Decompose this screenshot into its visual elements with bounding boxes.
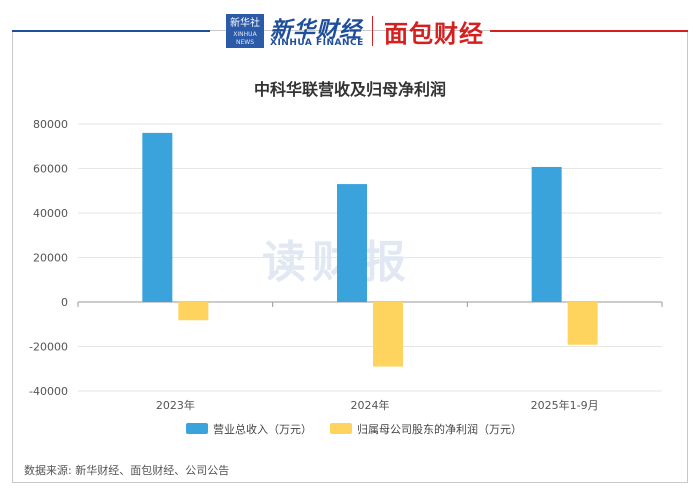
bar-profit bbox=[373, 302, 403, 367]
brand-english: XINHUA FINANCE bbox=[270, 38, 364, 48]
xinhua-logo: 新华社 XINHUA NEWS bbox=[226, 14, 264, 48]
partner-logo: 面包财经 bbox=[384, 20, 484, 48]
legend-swatch-profit bbox=[330, 423, 352, 434]
y-tick-label: 20000 bbox=[33, 252, 68, 265]
watermark: 读财报 bbox=[262, 226, 412, 290]
legend-swatch-revenue bbox=[186, 423, 208, 434]
x-category-label: 2024年 bbox=[351, 398, 390, 412]
x-category-label: 2023年 bbox=[156, 398, 195, 412]
y-tick-label: -20000 bbox=[29, 341, 68, 354]
y-tick-label: 0 bbox=[61, 296, 68, 309]
header-rule-red bbox=[490, 30, 688, 32]
y-tick-label: 80000 bbox=[33, 118, 68, 131]
bar-revenue bbox=[142, 132, 173, 302]
bar-profit bbox=[178, 302, 209, 321]
y-tick-label: 40000 bbox=[33, 207, 68, 220]
chart-title: 中科华联营收及归母净利润 bbox=[253, 80, 446, 99]
header-rule-blue bbox=[12, 30, 210, 32]
brand-header: 新华社 XINHUA NEWS 新华财经 XINHUA FINANCE 面包财经 bbox=[0, 6, 700, 50]
legend-label-revenue: 营业总收入（万元） bbox=[213, 422, 312, 436]
brand-name: 新华财经 bbox=[270, 17, 363, 43]
y-tick-label: 60000 bbox=[33, 163, 68, 176]
y-tick-label: -40000 bbox=[29, 385, 68, 398]
bar-revenue bbox=[337, 184, 367, 302]
x-category-label: 2025年1-9月 bbox=[531, 398, 599, 412]
bar-profit bbox=[567, 302, 598, 345]
data-source: 数据来源: 新华财经、面包财经、公司公告 bbox=[24, 464, 230, 477]
legend-label-profit: 归属母公司股东的净利润（万元） bbox=[357, 422, 522, 436]
xinhua-logo-text: 新华社 bbox=[230, 18, 260, 29]
brand-separator bbox=[372, 16, 373, 46]
bar-revenue bbox=[531, 166, 562, 302]
xinhua-logo-sub: XINHUA NEWS bbox=[233, 31, 257, 46]
